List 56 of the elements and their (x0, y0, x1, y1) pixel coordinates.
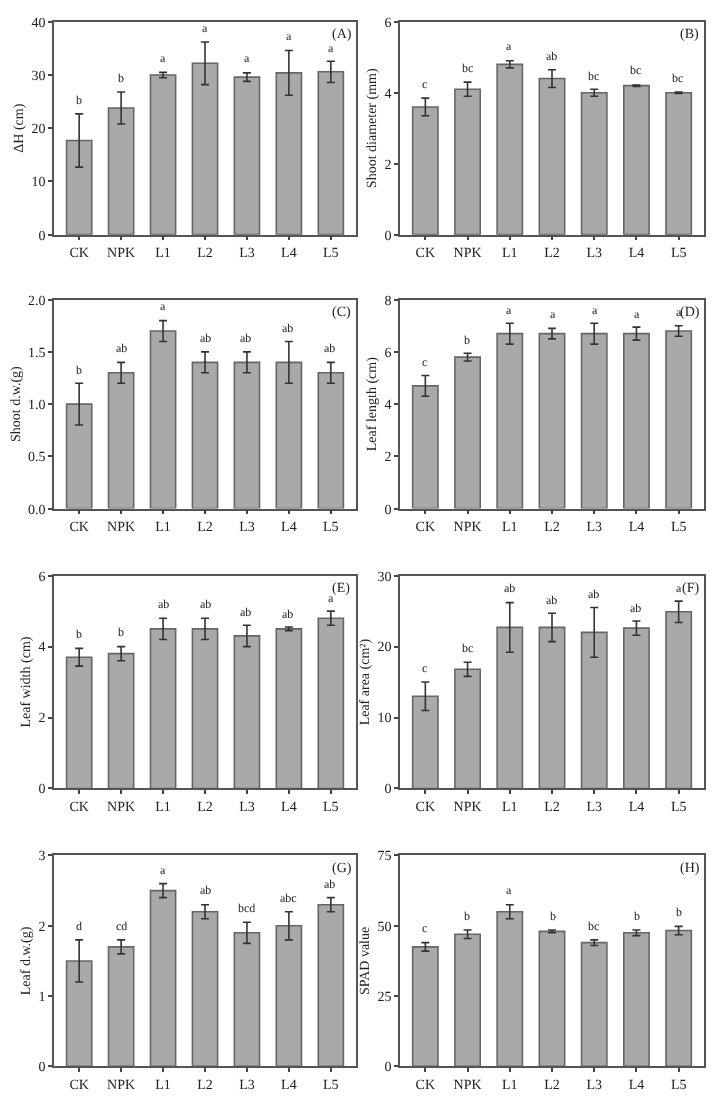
bar (454, 668, 482, 789)
bar (65, 960, 93, 1067)
bar (665, 91, 693, 235)
bar (65, 139, 93, 235)
bar (411, 946, 439, 1067)
bar (275, 924, 303, 1067)
bar (538, 332, 566, 509)
bar (665, 611, 693, 789)
bar (622, 332, 650, 509)
bar (317, 372, 345, 509)
bar (411, 106, 439, 235)
bar (275, 72, 303, 235)
bar (580, 941, 608, 1067)
bar (107, 107, 135, 235)
bar (411, 385, 439, 509)
bar (622, 932, 650, 1067)
bar (233, 932, 261, 1067)
bar (580, 332, 608, 509)
bar (191, 628, 219, 789)
bar (496, 626, 524, 789)
bar (65, 656, 93, 789)
bar (454, 356, 482, 509)
bar (538, 626, 566, 789)
bar (107, 652, 135, 789)
bar (317, 903, 345, 1067)
bar (107, 946, 135, 1067)
bar (65, 403, 93, 509)
bar (454, 88, 482, 235)
bar (233, 76, 261, 235)
bar (496, 332, 524, 509)
bar (149, 330, 177, 509)
bar (149, 628, 177, 789)
bar (580, 91, 608, 235)
bar (622, 627, 650, 789)
bar (580, 631, 608, 789)
bar (496, 910, 524, 1067)
bar (233, 635, 261, 789)
bar (665, 929, 693, 1067)
bar (317, 617, 345, 789)
bar (107, 372, 135, 509)
bar (191, 910, 219, 1067)
bar (191, 361, 219, 509)
bar (665, 330, 693, 509)
bar (622, 84, 650, 235)
bar (233, 361, 261, 509)
bar (411, 695, 439, 789)
bar (454, 933, 482, 1067)
bar (496, 63, 524, 235)
bar (317, 71, 345, 235)
bar (149, 889, 177, 1067)
bar (275, 628, 303, 789)
bar (191, 62, 219, 235)
bar (149, 74, 177, 235)
bar (538, 77, 566, 235)
bar (275, 361, 303, 509)
bar (538, 930, 566, 1067)
